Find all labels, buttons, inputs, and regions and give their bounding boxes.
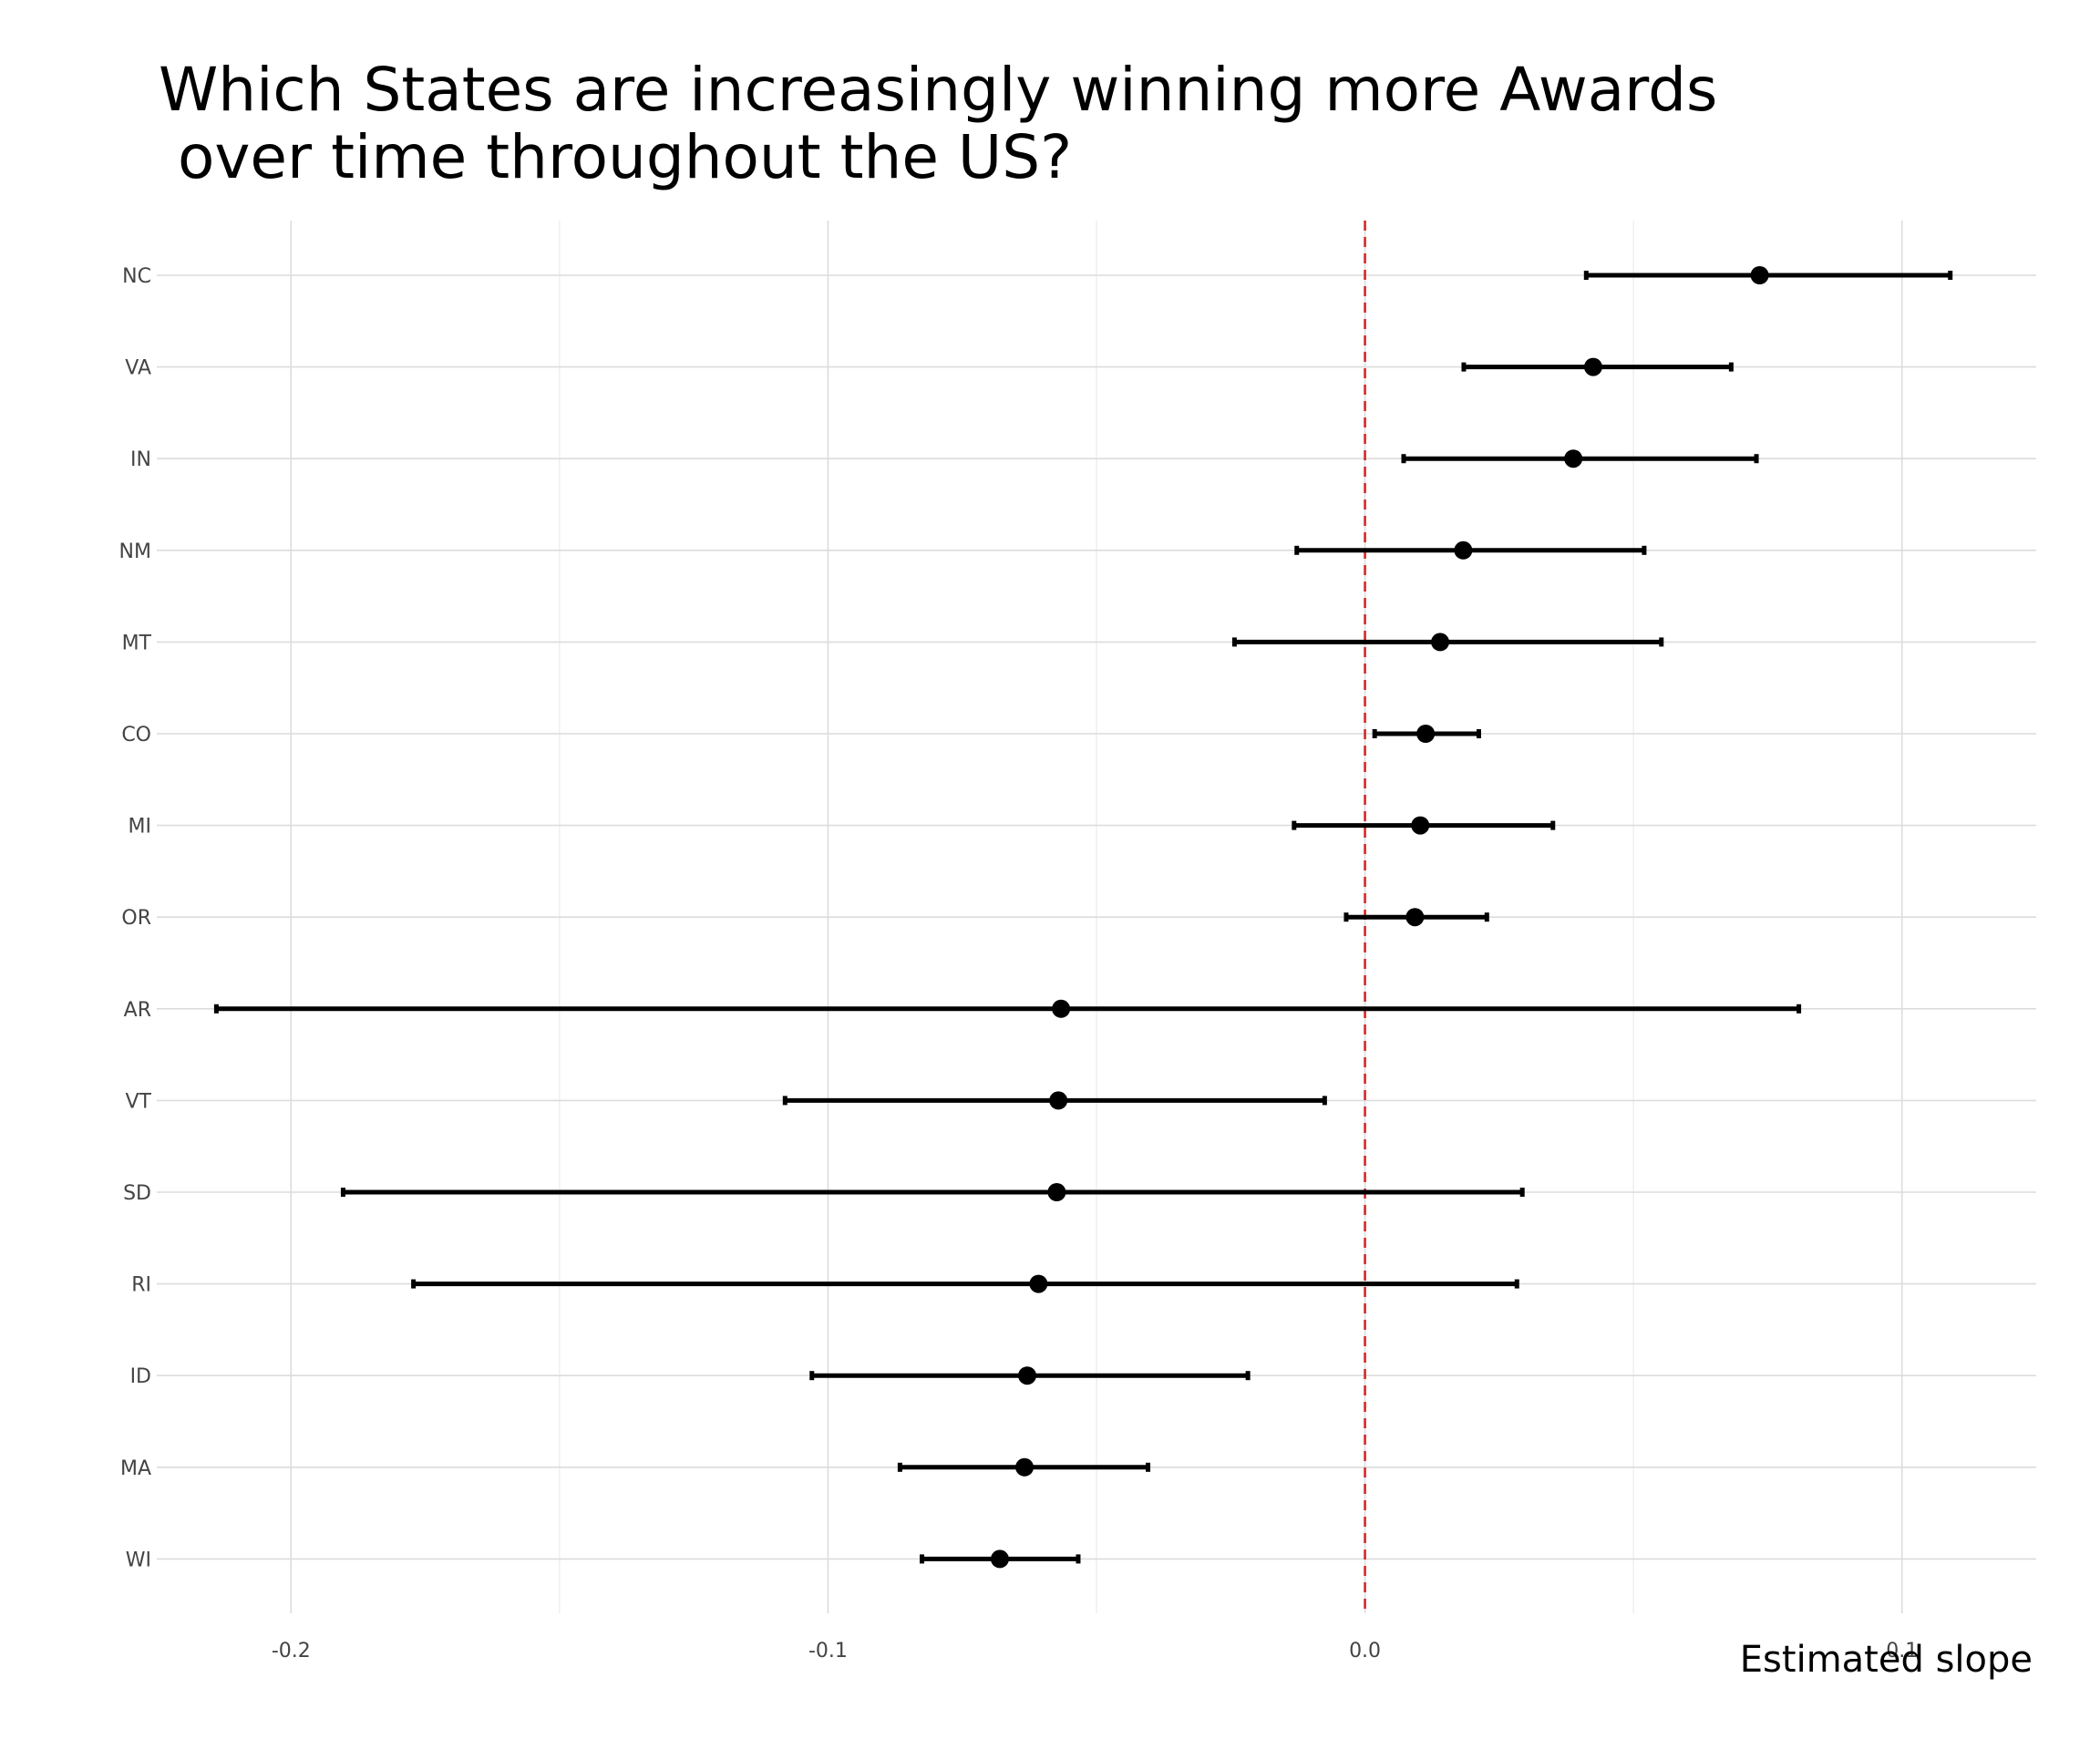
y-tick-labels: NC VA IN NM MT CO MI OR AR VT SD RI ID MA WI (119, 265, 152, 1571)
estimate-point-CO (1416, 725, 1436, 743)
estimate-point-ID (1018, 1366, 1037, 1385)
x-tick-label: -0.1 (808, 1640, 848, 1662)
y-tick-label: MA (120, 1457, 151, 1480)
estimate-point-IN (1564, 449, 1583, 468)
y-tick-label: OR (121, 907, 151, 930)
chart-title: Which States are increasingly winning mo… (159, 55, 1718, 192)
y-tick-label: SD (123, 1182, 151, 1205)
y-tick-label: VT (126, 1090, 152, 1113)
estimate-point-RI (1029, 1274, 1048, 1293)
y-tick-label: ID (130, 1365, 151, 1388)
y-tick-label: AR (124, 999, 151, 1022)
y-tick-label: NM (119, 540, 151, 563)
estimate-point-VT (1049, 1091, 1068, 1110)
estimate-point-NC (1750, 266, 1769, 284)
x-tick-label: -0.2 (272, 1640, 311, 1662)
x-tick-label: 0.0 (1349, 1640, 1381, 1662)
x-tick-label: 0.1 (1886, 1640, 1918, 1662)
y-tick-label: CO (121, 724, 151, 746)
estimate-point-WI (990, 1549, 1009, 1569)
y-tick-label: MT (122, 632, 152, 654)
y-tick-label: NC (122, 265, 151, 288)
x-axis-label: Estimated slope (1739, 1639, 2033, 1681)
estimate-point-AR (1052, 999, 1071, 1018)
y-tick-label: MI (129, 816, 151, 839)
estimate-point-OR (1405, 908, 1425, 927)
estimate-points (990, 266, 1769, 1569)
y-tick-label: WI (126, 1549, 151, 1571)
x-tick-labels: -0.2 -0.1 0.0 0.1 (272, 1640, 1918, 1662)
y-tick-label: IN (130, 448, 151, 471)
estimate-point-NM (1454, 540, 1473, 560)
estimate-point-MI (1411, 816, 1430, 835)
estimate-point-MT (1431, 633, 1450, 652)
estimate-point-SD (1047, 1183, 1066, 1201)
estimate-point-MA (1015, 1457, 1035, 1477)
y-tick-label: VA (125, 357, 151, 380)
estimate-point-VA (1583, 357, 1602, 376)
y-tick-label: RI (131, 1274, 151, 1297)
